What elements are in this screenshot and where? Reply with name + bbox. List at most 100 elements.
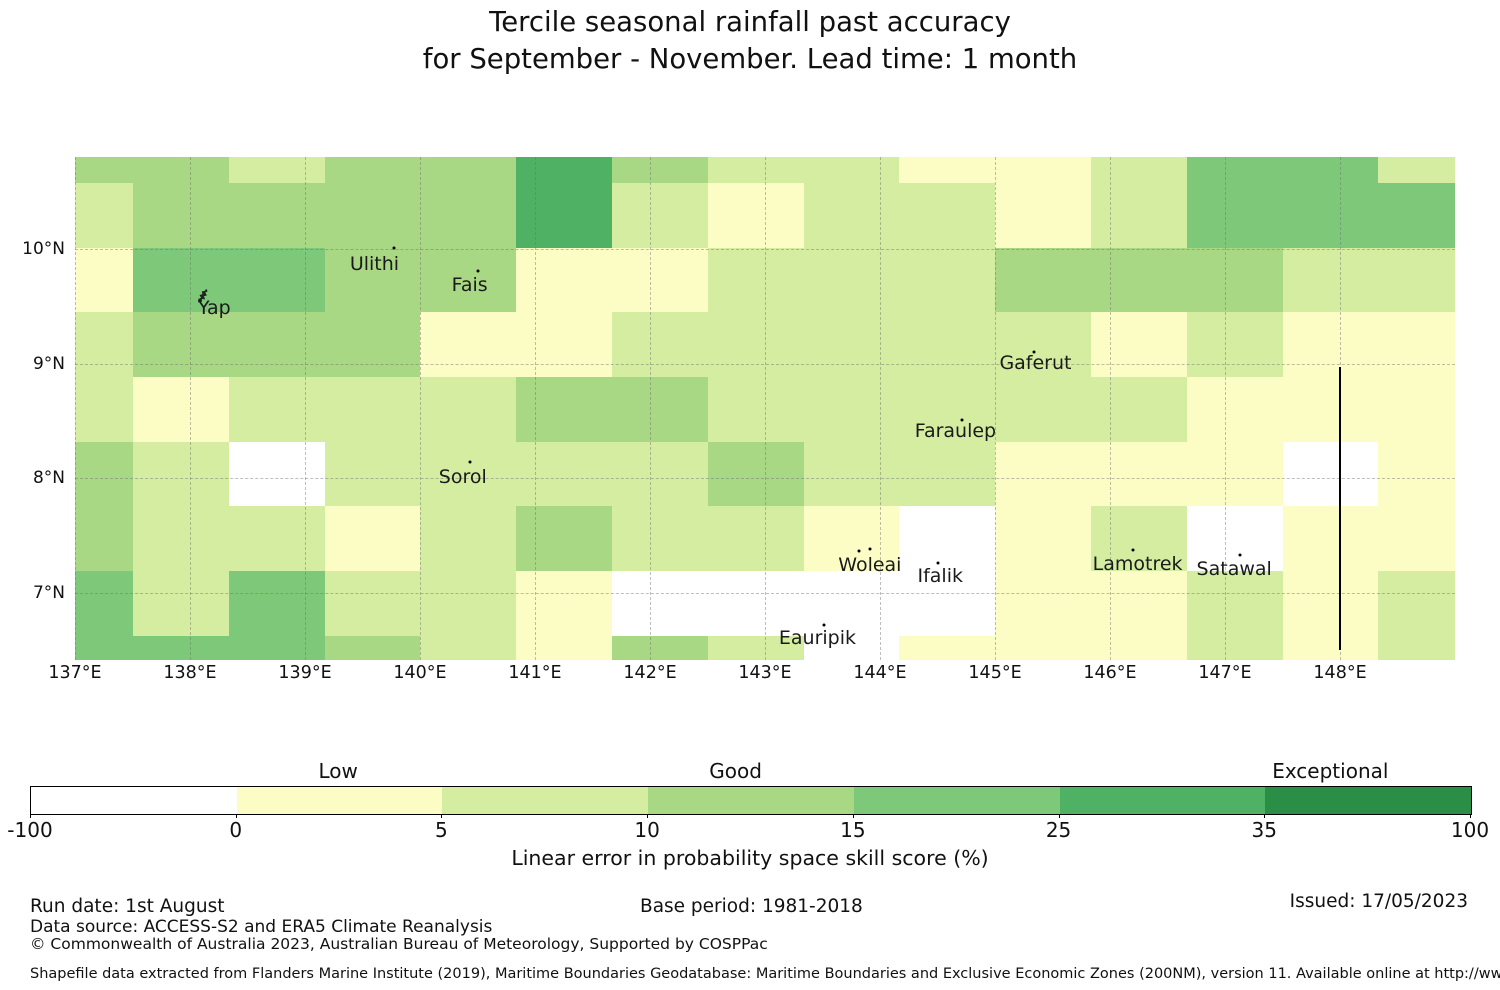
heatmap-cell <box>516 441 612 507</box>
colorbar-segment <box>1265 787 1471 814</box>
heatmap-cell <box>611 183 708 248</box>
heatmap-cell <box>228 571 325 636</box>
heatmap-cell <box>75 441 133 507</box>
island-marker-eauripik <box>822 623 826 627</box>
colorbar <box>30 786 1472 815</box>
eez-boundary-line <box>1339 366 1342 650</box>
longitude-tick-label: 140°E <box>393 663 447 683</box>
colorbar-tick <box>647 814 649 818</box>
heatmap-cell <box>1378 157 1455 183</box>
longitude-tick-label: 147°E <box>1198 663 1252 683</box>
heatmap-cell <box>1282 183 1379 248</box>
heatmap-cell <box>1378 183 1455 248</box>
issued-date-text: Issued: 17/05/2023 <box>1289 891 1468 912</box>
heatmap-cell <box>1090 377 1187 442</box>
heatmap-cell <box>1378 441 1455 507</box>
heatmap-cell <box>1282 312 1379 377</box>
heatmap-cell <box>803 506 900 572</box>
heatmap-cell <box>1186 183 1283 248</box>
heatmap-cell <box>899 247 996 313</box>
heatmap-cell <box>1186 312 1283 377</box>
heatmap-cell <box>803 377 900 442</box>
shapefile-attribution-text: Shapefile data extracted from Flanders M… <box>30 966 1500 982</box>
heatmap-cell <box>803 571 900 636</box>
heatmap-cell <box>132 183 229 248</box>
longitude-gridline <box>1224 157 1226 660</box>
heatmap-cell <box>516 635 612 660</box>
heatmap-cell <box>132 571 229 636</box>
heatmap-cell <box>75 157 133 183</box>
heatmap-cell <box>1090 312 1187 377</box>
heatmap-cell <box>1282 377 1379 442</box>
longitude-tick-label: 148°E <box>1313 663 1367 683</box>
heatmap-cell <box>1378 312 1455 377</box>
heatmap-cell <box>1378 247 1455 313</box>
heatmap-cell <box>611 247 708 313</box>
heatmap-cell <box>707 441 804 507</box>
heatmap-cell <box>516 247 612 313</box>
heatmap-cell <box>1282 247 1379 313</box>
heatmap-cell <box>324 377 421 442</box>
colorbar-tick-label: 5 <box>435 818 448 842</box>
colorbar-tick <box>30 814 31 818</box>
latitude-tick-label: 8°N <box>32 467 65 488</box>
island-marker-woleai <box>868 547 872 551</box>
colorbar-segment <box>236 787 443 814</box>
colorbar-quality-label-good: Good <box>709 759 762 783</box>
island-marker-ifalik <box>936 561 939 565</box>
heatmap-cell <box>707 377 804 442</box>
heatmap-cell <box>1090 157 1187 183</box>
island-label-gaferut: Gaferut <box>999 352 1072 375</box>
heatmap-cell <box>995 377 1091 442</box>
heatmap-cell <box>611 441 708 507</box>
heatmap-cell <box>1378 506 1455 572</box>
heatmap-cell <box>803 157 900 183</box>
heatmap-plot-area: Yap Ulithi Fais Sorol Gaferut Faraulep Woleai I… <box>75 157 1455 660</box>
colorbar-tick <box>1264 814 1266 818</box>
heatmap-cell <box>228 183 325 248</box>
heatmap-cell <box>803 183 900 248</box>
heatmap-cell <box>228 377 325 442</box>
heatmap-cell <box>1090 506 1187 572</box>
heatmap-cell <box>324 635 421 660</box>
heatmap-cell <box>1282 441 1379 507</box>
heatmap-cell <box>516 157 612 183</box>
heatmap-cell <box>707 247 804 313</box>
heatmap-cell <box>707 506 804 572</box>
heatmap-cell <box>324 506 421 572</box>
heatmap-cell <box>995 635 1091 660</box>
heatmap-cell <box>516 571 612 636</box>
colorbar-tick-label: 25 <box>1045 818 1072 842</box>
longitude-gridline <box>75 157 76 660</box>
heatmap-cell <box>75 506 133 572</box>
longitude-gridline <box>534 157 536 660</box>
heatmap-cell <box>516 506 612 572</box>
longitude-tick-label: 146°E <box>1083 663 1137 683</box>
heatmap-cell <box>420 377 517 442</box>
heatmap-cell <box>899 571 996 636</box>
heatmap-cell <box>899 506 996 572</box>
heatmap-cell <box>899 183 996 248</box>
heatmap-cell <box>611 571 708 636</box>
longitude-gridline <box>420 157 421 660</box>
heatmap-cell <box>899 157 996 183</box>
heatmap-cell <box>1282 571 1379 636</box>
latitude-gridline <box>75 249 1455 251</box>
heatmap-cell <box>75 247 133 313</box>
heatmap-cell <box>1378 571 1455 636</box>
heatmap-cell <box>132 506 229 572</box>
island-marker-fais <box>476 269 480 273</box>
heatmap-cell <box>1186 247 1283 313</box>
longitude-tick-label: 143°E <box>738 663 792 683</box>
longitude-gridline <box>765 157 766 660</box>
heatmap-cell <box>420 441 517 507</box>
heatmap-cell <box>420 635 517 660</box>
colorbar-tick-label: 0 <box>229 818 243 842</box>
heatmap-cell <box>1282 157 1379 183</box>
heatmap-cell <box>707 635 804 660</box>
heatmap-cell <box>1378 635 1455 660</box>
heatmap-cell <box>611 312 708 377</box>
heatmap-cell <box>1186 441 1283 507</box>
chart-title-line2: for September - November. Lead time: 1 m… <box>422 43 1078 75</box>
